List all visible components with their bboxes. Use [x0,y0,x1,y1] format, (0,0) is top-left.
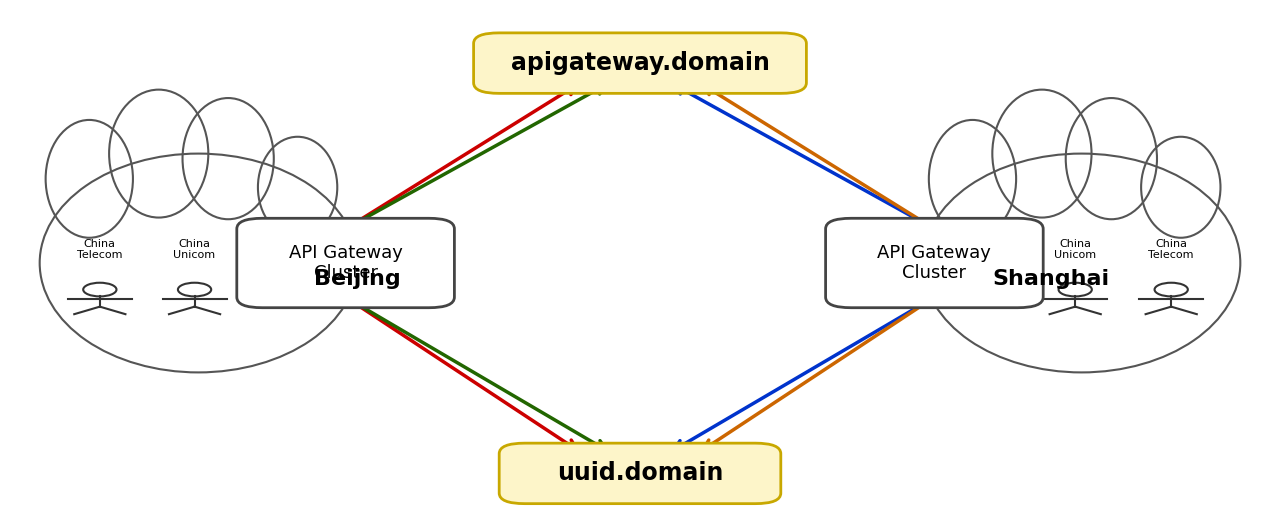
FancyBboxPatch shape [237,218,454,308]
FancyBboxPatch shape [474,33,806,94]
FancyBboxPatch shape [499,443,781,504]
Text: API Gateway
Cluster: API Gateway Cluster [289,244,402,282]
Text: Beijing: Beijing [314,269,401,289]
Text: uuid.domain: uuid.domain [557,461,723,485]
FancyBboxPatch shape [826,218,1043,308]
Text: API Gateway
Cluster: API Gateway Cluster [878,244,991,282]
Text: China
Telecom: China Telecom [1148,238,1194,260]
Text: Shanghai: Shanghai [992,269,1110,289]
Text: China
Unicom: China Unicom [174,238,215,260]
Text: China
Telecom: China Telecom [77,238,123,260]
Text: apigateway.domain: apigateway.domain [511,51,769,75]
Text: China
Unicom: China Unicom [1055,238,1096,260]
